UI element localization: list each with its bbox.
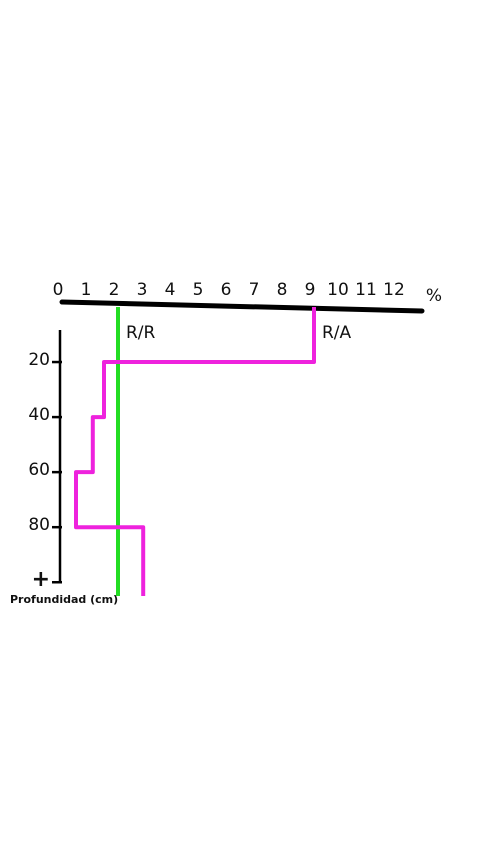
series-line: [74, 307, 316, 596]
x-tick-label: 9: [305, 280, 316, 300]
x-tick-label: 12: [383, 280, 405, 300]
x-tick-label: 4: [165, 280, 176, 300]
y-axis-label: Profundidad (cm): [10, 593, 118, 606]
y-tick-label: +: [32, 567, 50, 592]
series-label: R/R: [126, 323, 156, 343]
x-tick-label: 1: [81, 280, 92, 300]
x-tick-label: 8: [277, 280, 288, 300]
y-tick-label: 40: [28, 405, 50, 425]
x-axis-line: [59, 299, 425, 314]
x-tick-label: 6: [221, 280, 232, 300]
x-tick-label: 7: [249, 280, 260, 300]
y-tick-label: 80: [28, 515, 50, 535]
x-axis-label: %: [426, 286, 442, 306]
y-tick-label: 20: [28, 350, 50, 370]
x-tick-label: 0: [53, 280, 64, 300]
x-tick-label: 5: [193, 280, 204, 300]
series-label: R/A: [322, 323, 352, 343]
x-tick-label: 2: [109, 280, 120, 300]
y-tick-label: 60: [28, 460, 50, 480]
x-tick-label: 3: [137, 280, 148, 300]
x-tick-label: 11: [355, 280, 377, 300]
x-tick-label: 10: [327, 280, 349, 300]
